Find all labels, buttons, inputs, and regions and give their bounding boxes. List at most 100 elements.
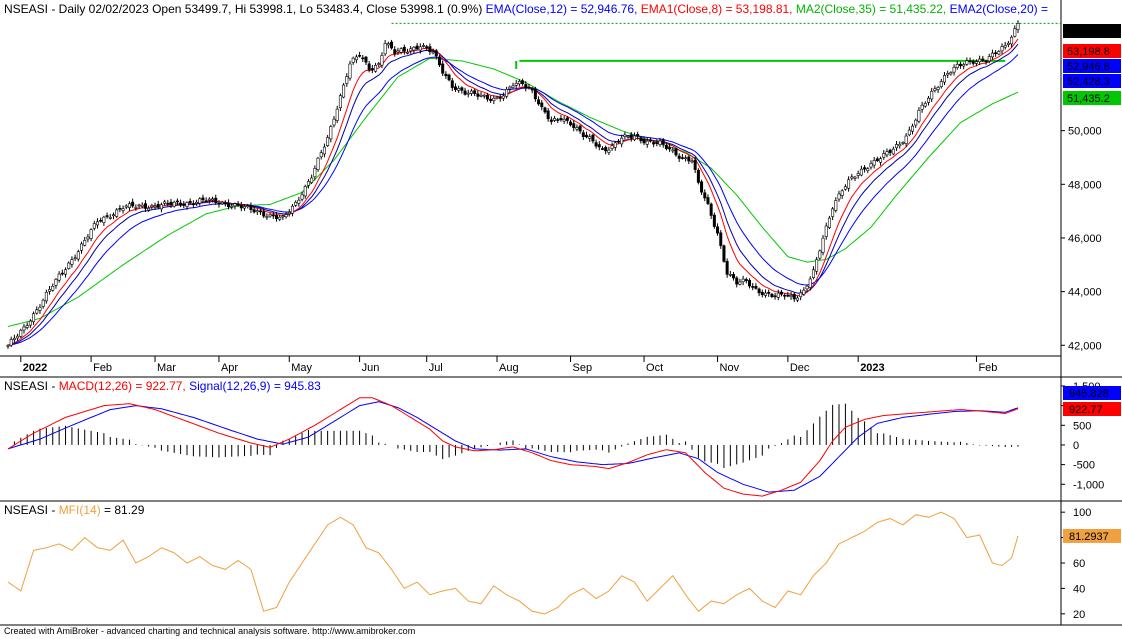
candle-body [521,80,525,85]
candle-body [105,215,109,217]
candle-body [102,216,106,224]
candle-body [556,119,560,121]
candle-body [268,213,272,217]
candle-body [891,148,895,155]
candle-body [776,292,780,298]
mfi-header-part: NSEASI - [4,503,59,517]
candle-body [616,140,620,143]
candle-body [920,104,924,110]
candle-body [6,344,10,347]
candle-body [629,134,633,139]
value-badge [1063,74,1121,88]
candle-body [748,280,752,287]
candle-body [703,192,707,199]
candle-body [533,88,537,100]
candle-body [163,201,167,204]
candle-body [930,91,934,100]
macd-value-badge-text: 945.828 [1069,388,1109,400]
candle-body [658,140,662,145]
candle-body [271,214,275,217]
candle-body [834,200,838,211]
candle-body [169,201,173,206]
candle-body [198,198,202,204]
candle-body [565,117,569,121]
candle-body [543,107,547,113]
candle-body [147,207,151,211]
candle-body [738,281,742,285]
candle-body [127,203,131,208]
candle-body [693,159,697,170]
candle-body [453,86,457,90]
candle-body [441,63,445,74]
header-series-label: EMA(Close,12) = 52,946.76, [486,2,641,16]
candle-body [473,90,477,94]
candle-body [578,125,582,132]
candle-body [719,232,723,246]
macd-header-part: NSEASI - [4,379,59,393]
candle-body [620,137,624,145]
mfi-pane-header: NSEASI - MFI(14) = 81.29 [4,503,145,517]
x-tick-label: Sep [573,362,593,374]
x-tick-label: Mar [157,362,176,374]
candle-body [402,46,406,52]
candle-body [933,88,937,91]
candle-body [875,158,879,162]
candle-body [32,313,36,322]
candle-body [569,121,573,126]
candle-body [204,200,208,202]
candle-body [380,55,384,66]
candle-body [278,216,282,220]
candle-body [351,57,355,63]
candle-body [156,203,160,208]
candle-body [108,217,112,219]
price-pane-header: NSEASI - Daily 02/02/2023 Open 53499.7, … [4,2,1048,16]
candle-body [754,286,758,289]
x-tick-label: 2022 [23,362,47,374]
candle-body [942,75,946,83]
candle-body [815,259,819,272]
mfi-header-part: = 81.29 [104,503,145,517]
candle-body [201,197,205,201]
candle-body [489,98,493,101]
mfi-y-tick-label: 40 [1073,583,1085,595]
candle-body [824,225,828,237]
candle-body [505,88,509,97]
value-badge-text: 53,198.8 [1067,46,1110,58]
candle-body [463,90,467,95]
candle-body [514,82,518,86]
candle-body [773,295,777,298]
candle-body [965,60,969,65]
x-tick-label: Dec [790,362,810,374]
footer-text: Created with AmiBroker - advanced charti… [4,626,416,636]
candle-body [492,97,496,101]
candle-body [233,203,237,207]
candle-body [274,215,278,219]
candle-body [652,142,656,145]
candle-body [885,151,889,156]
candle-body [741,278,745,283]
candle-body [73,257,77,260]
candle-body [668,147,672,150]
candle-body [607,149,611,153]
candle-body [297,199,301,204]
candle-body [636,134,640,137]
candle-body [294,201,298,206]
candle-body [763,292,767,296]
value-badge-text: 53,998.1 [1067,26,1110,38]
candle-body [415,45,419,50]
candle-body [530,88,534,91]
candle-body [575,127,579,130]
candle-body [281,215,285,218]
candle-body [588,136,592,139]
candle-body [843,186,847,190]
candle-body [16,335,20,339]
candle-body [869,163,873,168]
candle-body [779,291,783,295]
candle-body [342,84,346,98]
candle-body [134,207,138,209]
x-tick-label: 2023 [860,362,884,374]
candle-body [137,204,141,207]
candle-body [760,291,764,296]
candle-body [64,269,68,275]
